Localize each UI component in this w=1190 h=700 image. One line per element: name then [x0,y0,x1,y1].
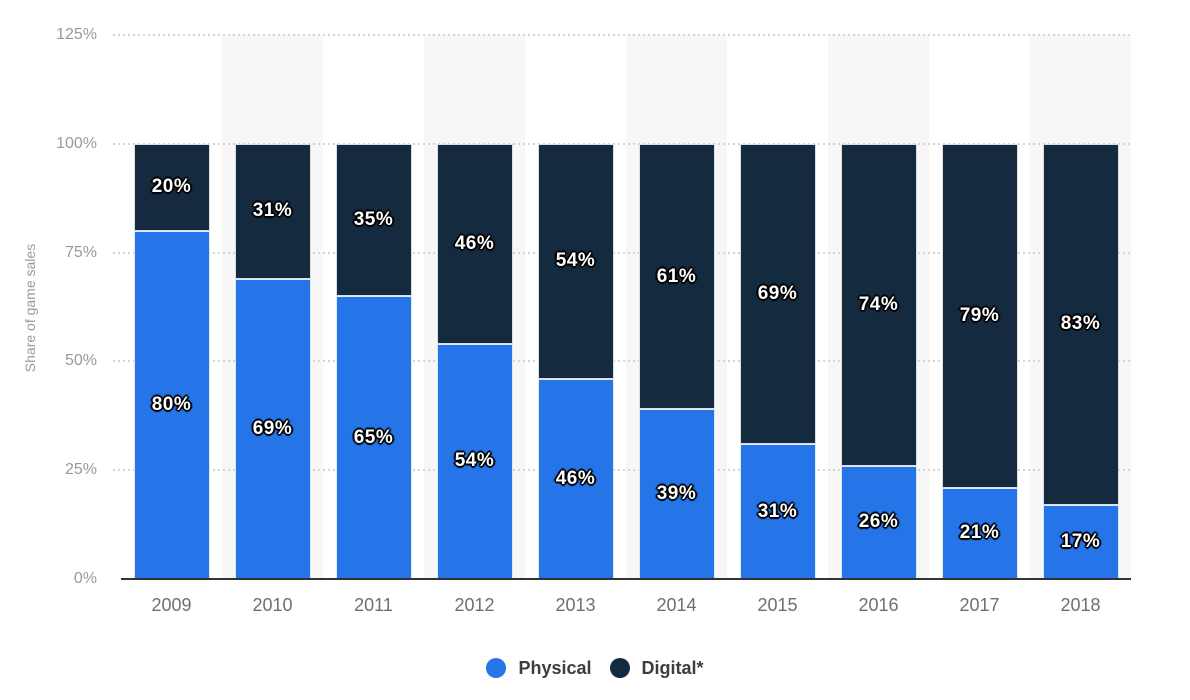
bar-segment-physical-2014[interactable]: 39% [638,409,715,579]
legend: Physical Digital* [0,650,1190,686]
bar-segment-physical-2016[interactable]: 26% [840,465,917,579]
x-axis-label-2009: 2009 [151,595,192,615]
bar-segment-digital-2013[interactable]: 54% [537,143,614,379]
legend-color-dot-physical [486,658,507,678]
gridline [113,360,1131,363]
y-axis-title: Share of game sales [22,243,38,373]
bar-segment-physical-2012[interactable]: 54% [436,343,513,579]
y-axis-tick-label: 0% [73,570,97,587]
data-label-physical-2011: 65% [353,426,394,448]
bar-segment-digital-2016[interactable]: 74% [840,143,917,466]
bar-segment-physical-2009[interactable]: 80% [133,230,210,579]
data-label-digital-2009: 20% [151,176,192,198]
data-label-physical-2015: 31% [757,500,798,522]
x-axis-label-2012: 2012 [454,595,495,615]
data-label-digital-2014: 61% [656,265,697,287]
y-axis-tick-label: 25% [64,461,97,479]
bar-segment-physical-2018[interactable]: 17% [1042,505,1119,579]
bar-segment-digital-2010[interactable]: 31% [234,143,311,279]
bar-segment-physical-2017[interactable]: 21% [941,487,1018,579]
y-axis-tick-label: 125% [56,26,97,43]
y-axis-tick-label: 75% [64,243,97,261]
legend-color-dot-digital [609,658,630,678]
x-axis-label-2017: 2017 [959,595,1000,615]
data-label-physical-2014: 39% [656,483,697,505]
gridline [113,469,1131,472]
x-axis-label-2015: 2015 [757,595,798,615]
data-label-digital-2013: 54% [555,250,596,272]
data-label-digital-2016: 74% [858,293,899,315]
data-label-physical-2009: 80% [151,393,192,415]
data-label-physical-2012: 54% [454,450,495,472]
bar-segment-physical-2011[interactable]: 65% [335,296,412,579]
data-label-physical-2017: 21% [959,522,1000,544]
x-axis-line [121,578,1131,580]
data-label-physical-2016: 26% [858,511,899,533]
bar-segment-digital-2011[interactable]: 35% [335,143,412,297]
legend-label-physical: Physical [518,657,592,678]
data-label-digital-2010: 31% [252,200,293,222]
data-label-digital-2015: 69% [757,282,798,304]
bar-segment-digital-2017[interactable]: 79% [941,143,1018,488]
data-label-digital-2011: 35% [353,208,394,230]
legend-label-digital: Digital* [641,657,704,678]
gridline [113,251,1131,254]
x-axis-label-2013: 2013 [555,595,596,615]
gridline [113,142,1131,145]
gridline [113,34,1131,36]
bar-segment-digital-2014[interactable]: 61% [638,143,715,410]
x-axis-label-2016: 2016 [858,595,899,615]
bar-segment-digital-2012[interactable]: 46% [436,143,513,344]
data-label-digital-2017: 79% [959,304,1000,326]
data-label-physical-2013: 46% [555,467,596,489]
y-axis-tick-label: 100% [56,134,97,152]
y-axis-tick-label: 50% [64,352,97,370]
x-axis-label-2011: 2011 [354,595,393,615]
bar-segment-digital-2015[interactable]: 69% [739,143,816,445]
x-axis-label-2010: 2010 [252,595,293,615]
bar-segment-physical-2015[interactable]: 31% [739,444,816,579]
bar-segment-physical-2010[interactable]: 69% [234,278,311,579]
bar-segment-digital-2009[interactable]: 20% [133,143,210,231]
plot-area: 80% 20% 69% 31% 65% 35% 54% 46% 46% 54% 39% 61% 31% 6… [113,34,1131,579]
x-axis-label-2014: 2014 [656,595,697,615]
data-label-physical-2010: 69% [252,417,293,439]
legend-item-physical[interactable]: Physical [486,657,592,679]
x-axis-label-2018: 2018 [1060,595,1101,615]
bar-segment-physical-2013[interactable]: 46% [537,378,614,579]
data-label-digital-2012: 46% [454,232,495,254]
legend-item-digital[interactable]: Digital* [609,657,704,679]
data-label-digital-2018: 83% [1060,313,1101,335]
bar-segment-digital-2018[interactable]: 83% [1042,143,1119,505]
data-label-physical-2018: 17% [1060,531,1101,552]
